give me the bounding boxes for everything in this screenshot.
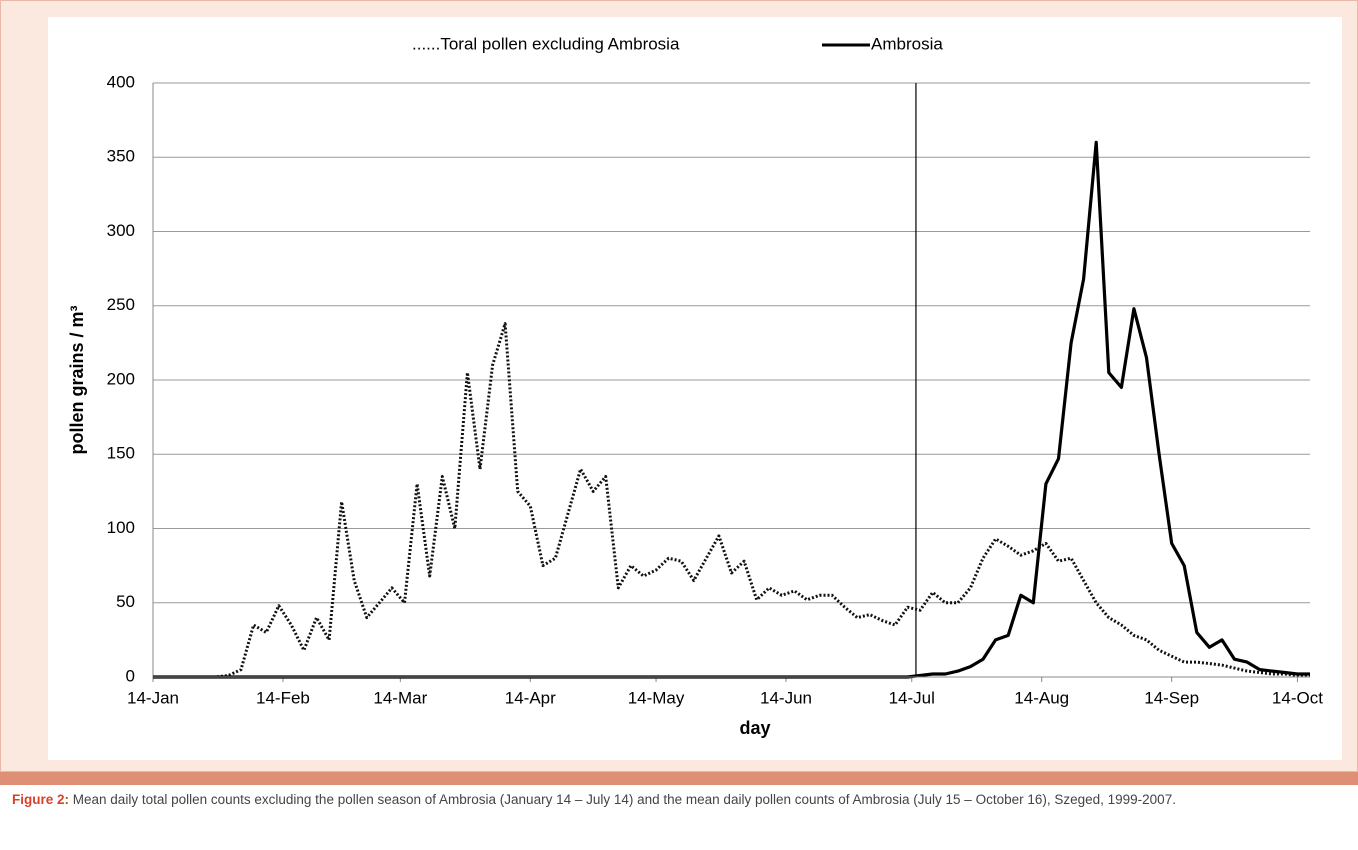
y-tick-label: 150 <box>107 444 135 463</box>
chart-background <box>48 17 1342 760</box>
legend-label: ......Toral pollen excluding Ambrosia <box>412 34 680 53</box>
y-tick-label: 400 <box>107 72 135 91</box>
caption-label: Figure 2: <box>12 792 70 807</box>
y-tick-label: 0 <box>126 666 135 685</box>
x-tick-label: 14-Jan <box>127 688 179 707</box>
y-tick-label: 250 <box>107 295 135 314</box>
x-axis-label: day <box>739 718 770 738</box>
x-tick-label: 14-Sep <box>1144 688 1199 707</box>
y-tick-label: 300 <box>107 221 135 240</box>
caption-band <box>0 772 1358 785</box>
x-tick-label: 14-Jun <box>760 688 812 707</box>
x-tick-label: 14-Oct <box>1272 688 1323 707</box>
x-tick-label: 14-Mar <box>373 688 427 707</box>
y-tick-label: 50 <box>116 592 135 611</box>
caption: Figure 2: Mean daily total pollen counts… <box>12 789 1347 811</box>
y-tick-label: 100 <box>107 518 135 537</box>
chart: day pollen grains / m³ 0 50 100 150 200 250 30… <box>67 34 1323 738</box>
series-line <box>153 140 1310 679</box>
x-tick-label: 14-Feb <box>256 688 310 707</box>
y-axis-label: pollen grains / m³ <box>67 305 87 454</box>
legend-label: Ambrosia <box>871 34 943 53</box>
y-tick-label: 200 <box>107 369 135 388</box>
x-tick-label: 14-Aug <box>1014 688 1069 707</box>
x-tick-label: 14-May <box>628 688 685 707</box>
x-tick-label: 14-Jul <box>889 688 935 707</box>
x-tick-label: 14-Apr <box>505 688 556 707</box>
caption-text: Mean daily total pollen counts excluding… <box>72 792 1176 807</box>
series-line <box>153 322 1310 679</box>
y-tick-label: 350 <box>107 147 135 166</box>
